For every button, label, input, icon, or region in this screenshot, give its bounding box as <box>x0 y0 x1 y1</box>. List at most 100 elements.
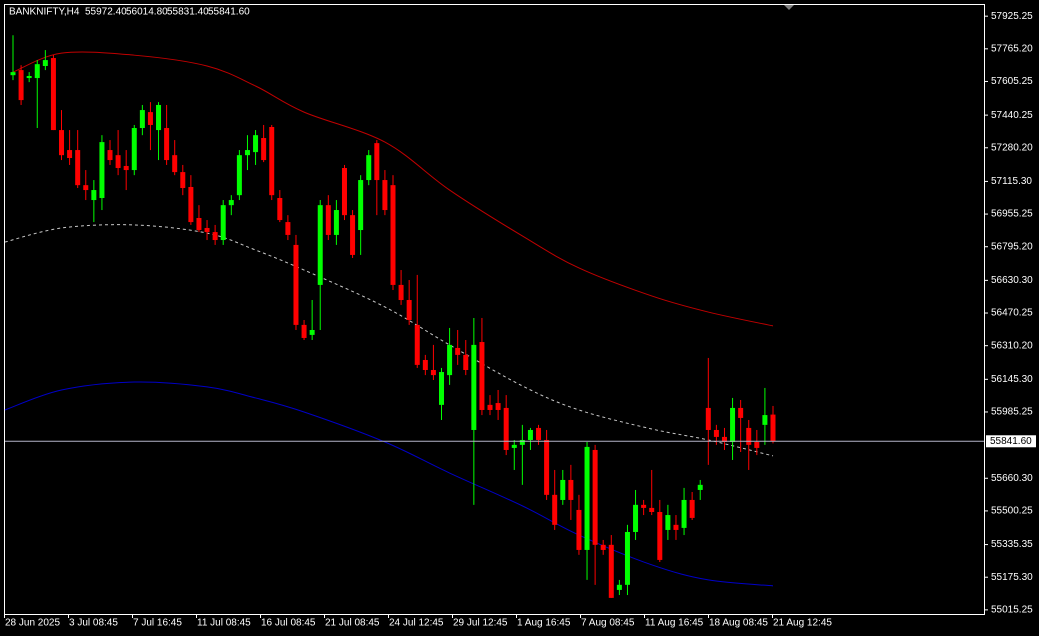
x-tick-label: 11 Jul 08:45 <box>197 618 251 629</box>
candle-body <box>83 185 89 191</box>
candle-body <box>616 584 622 590</box>
candle-body <box>156 104 162 131</box>
candle-body <box>560 479 566 500</box>
candle-body <box>455 347 461 355</box>
candle-body <box>91 190 97 201</box>
candle-body <box>172 155 178 173</box>
candle-body <box>697 484 703 490</box>
candle-body <box>358 180 364 231</box>
x-tick-label: 28 Jun 2025 <box>5 618 60 629</box>
candle-body <box>762 415 768 425</box>
candle-body <box>673 524 679 530</box>
y-tick-label: 57440.25 <box>991 110 1033 121</box>
candle-body <box>269 127 275 196</box>
candle-body <box>721 436 727 443</box>
candle-body <box>398 284 404 301</box>
y-tick-label: 57765.20 <box>991 43 1033 54</box>
y-tick-label: 55500.25 <box>991 506 1033 517</box>
candle-body <box>244 150 250 156</box>
candle-body <box>196 217 202 231</box>
candle-body <box>430 369 436 376</box>
candle-body <box>188 186 194 223</box>
candle-body <box>115 155 121 169</box>
x-tick-label: 18 Aug 08:45 <box>709 618 768 629</box>
candle-body <box>754 442 760 448</box>
candle-body <box>123 165 129 171</box>
x-tick-label: 29 Jul 12:45 <box>453 618 508 629</box>
candle-body <box>301 324 307 338</box>
y-tick-label: 56310.20 <box>991 340 1033 351</box>
candle-body <box>285 222 291 235</box>
y-tick-label: 57925.25 <box>991 11 1033 22</box>
candle-body <box>366 155 372 181</box>
x-tick-label: 16 Jul 08:45 <box>261 618 316 629</box>
candle-body <box>681 499 687 528</box>
candle-body <box>164 128 170 161</box>
candle-body <box>147 112 153 125</box>
indicator-line <box>12 51 774 327</box>
candle-body <box>689 499 695 518</box>
y-tick-label: 55335.35 <box>991 539 1033 550</box>
quote-low: 55831.40 <box>167 7 209 18</box>
candle-body <box>439 372 445 405</box>
candle-body <box>309 330 315 335</box>
y-tick-label: 57115.30 <box>991 176 1032 187</box>
candle-body <box>746 427 752 445</box>
candle-body <box>503 407 509 450</box>
candle-body <box>641 504 647 508</box>
candle-body <box>139 110 145 129</box>
candle-body <box>552 494 558 525</box>
x-tick-label: 7 Jul 16:45 <box>133 618 182 629</box>
y-tick-label: 56955.25 <box>991 209 1033 220</box>
candle-body <box>463 354 469 370</box>
candle-body <box>99 142 105 199</box>
candle-body <box>527 429 533 440</box>
x-tick-label: 1 Aug 16:45 <box>517 618 571 629</box>
candle-body <box>519 439 525 445</box>
candle-body <box>487 404 493 410</box>
candle-body <box>317 205 323 285</box>
y-tick-label: 55175.30 <box>991 572 1033 583</box>
price-label: 55841.60 <box>990 436 1032 447</box>
x-tick-label: 7 Aug 08:45 <box>581 618 635 629</box>
candle-body <box>406 300 412 321</box>
candle-body <box>471 344 477 430</box>
candle-body <box>584 446 590 550</box>
indicator-line <box>4 224 774 457</box>
candle-body <box>261 138 267 161</box>
quote-close: 55841.60 <box>208 7 250 18</box>
x-tick-label: 3 Jul 08:45 <box>69 618 118 629</box>
candle-body <box>42 60 48 67</box>
candle-body <box>713 429 719 437</box>
y-tick-label: 56795.20 <box>991 241 1033 252</box>
y-tick-label: 56630.30 <box>991 275 1033 286</box>
candle-body <box>180 172 186 189</box>
candle-body <box>325 205 331 235</box>
quote-open: 55972.40 <box>85 7 127 18</box>
candle-body <box>738 407 744 418</box>
x-tick-label: 11 Aug 16:45 <box>645 618 704 629</box>
candle-body <box>333 210 339 235</box>
x-tick-label: 24 Jul 12:45 <box>389 618 444 629</box>
y-tick-label: 56470.25 <box>991 308 1033 319</box>
candle-body <box>414 324 420 365</box>
candle-body <box>382 180 388 211</box>
candle-body <box>75 150 81 186</box>
candle-body <box>293 244 299 325</box>
candle-body <box>253 135 259 153</box>
candle-body <box>212 232 218 241</box>
candle-body <box>592 449 598 545</box>
candle-body <box>350 215 356 255</box>
quote-high: 56014.80 <box>126 7 168 18</box>
candle-body <box>608 544 614 598</box>
candle-body <box>10 72 16 76</box>
indicator-line <box>4 381 774 587</box>
y-tick-label: 57605.25 <box>991 76 1033 87</box>
candle-body <box>34 64 40 79</box>
y-tick-label: 57280.20 <box>991 142 1033 153</box>
candle-body <box>730 407 736 443</box>
candle-body <box>495 403 501 410</box>
